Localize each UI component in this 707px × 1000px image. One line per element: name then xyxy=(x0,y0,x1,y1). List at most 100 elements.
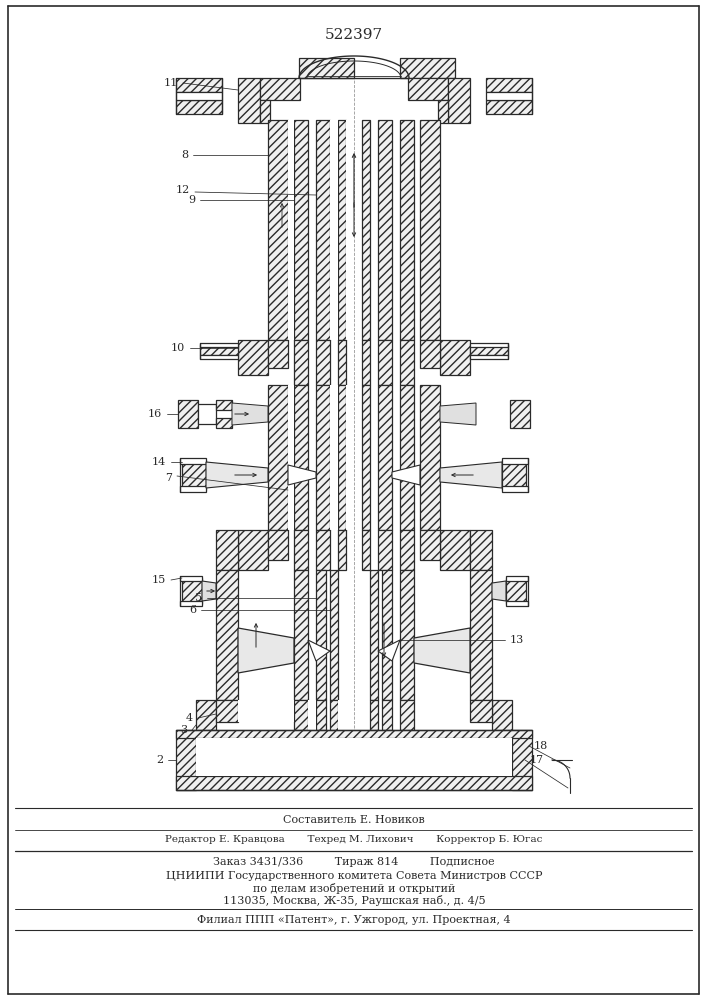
Bar xyxy=(338,530,346,570)
Bar xyxy=(470,570,492,700)
Bar xyxy=(510,400,530,428)
Polygon shape xyxy=(392,465,420,485)
Bar xyxy=(238,78,260,123)
Text: Филиал ППП «Патент», г. Ужгород, ул. Проектная, 4: Филиал ППП «Патент», г. Ужгород, ул. Про… xyxy=(197,915,511,925)
Bar xyxy=(486,92,532,100)
Bar xyxy=(260,78,300,100)
Bar xyxy=(470,700,492,722)
Bar xyxy=(216,400,232,410)
Bar xyxy=(180,486,206,492)
Bar xyxy=(316,570,326,700)
Bar xyxy=(196,700,216,730)
Bar xyxy=(268,120,288,340)
Bar xyxy=(200,345,238,355)
Bar xyxy=(502,458,528,464)
Text: 8: 8 xyxy=(181,150,188,160)
Bar xyxy=(238,340,268,375)
Bar xyxy=(316,340,330,385)
Bar xyxy=(400,58,455,78)
Text: 4: 4 xyxy=(186,713,193,723)
Bar xyxy=(382,700,392,730)
Bar xyxy=(420,340,440,368)
Bar xyxy=(382,570,392,700)
Bar xyxy=(316,700,326,730)
Bar xyxy=(176,78,222,92)
Bar xyxy=(346,120,354,340)
Bar xyxy=(216,570,238,700)
Bar xyxy=(299,58,354,78)
Bar xyxy=(216,530,238,570)
Bar xyxy=(486,100,532,114)
Text: 18: 18 xyxy=(534,741,548,751)
Bar xyxy=(316,385,330,530)
Text: 17: 17 xyxy=(530,755,544,765)
Bar xyxy=(216,418,232,428)
Polygon shape xyxy=(414,628,470,673)
Bar xyxy=(378,120,392,340)
Polygon shape xyxy=(492,581,506,601)
Bar xyxy=(330,570,338,700)
Bar xyxy=(176,100,222,114)
Bar xyxy=(400,570,414,700)
Text: 2: 2 xyxy=(156,755,163,765)
Bar xyxy=(346,385,354,530)
Bar xyxy=(502,460,526,490)
Bar xyxy=(512,730,532,790)
Bar xyxy=(216,700,238,722)
Bar xyxy=(200,343,238,347)
Bar xyxy=(338,570,354,700)
Bar xyxy=(180,576,202,581)
Bar xyxy=(470,343,508,347)
Text: 13: 13 xyxy=(510,635,525,645)
Bar xyxy=(420,120,440,340)
Bar xyxy=(196,738,512,776)
Bar xyxy=(400,530,414,570)
Bar xyxy=(294,700,308,730)
Text: 10: 10 xyxy=(171,343,185,353)
Bar xyxy=(308,570,316,700)
Bar xyxy=(238,530,268,570)
Bar xyxy=(316,120,330,340)
Bar xyxy=(294,120,308,340)
Bar xyxy=(362,120,370,340)
Polygon shape xyxy=(238,628,294,673)
Polygon shape xyxy=(308,640,330,661)
Bar xyxy=(200,355,238,359)
Bar xyxy=(268,385,288,530)
Text: 5: 5 xyxy=(195,593,202,603)
Bar xyxy=(294,570,308,700)
Text: по делам изобретений и открытий: по делам изобретений и открытий xyxy=(253,882,455,894)
Text: Заказ 3431/336         Тираж 814         Подписное: Заказ 3431/336 Тираж 814 Подписное xyxy=(214,857,495,867)
Bar xyxy=(180,601,202,606)
Bar xyxy=(448,78,470,123)
Bar xyxy=(182,578,202,604)
Bar xyxy=(176,92,222,100)
Bar xyxy=(370,570,378,700)
Bar xyxy=(506,578,526,604)
Bar xyxy=(470,345,508,355)
Text: 12: 12 xyxy=(176,185,190,195)
Polygon shape xyxy=(206,462,268,488)
Bar xyxy=(408,78,448,100)
Bar xyxy=(440,530,470,570)
Bar xyxy=(338,385,346,530)
Polygon shape xyxy=(440,462,502,488)
Text: 3: 3 xyxy=(180,725,187,735)
Bar xyxy=(180,458,206,464)
Bar xyxy=(198,404,216,424)
Polygon shape xyxy=(440,403,476,425)
Bar xyxy=(316,530,330,570)
Text: 15: 15 xyxy=(152,575,166,585)
Bar xyxy=(330,740,338,745)
Bar xyxy=(178,400,198,428)
Bar xyxy=(330,120,338,340)
Bar xyxy=(260,100,270,123)
Text: 7: 7 xyxy=(165,473,172,483)
Text: Составитель Е. Новиков: Составитель Е. Новиков xyxy=(283,815,425,825)
Text: ЦНИИПИ Государственного комитета Совета Министров СССР: ЦНИИПИ Государственного комитета Совета … xyxy=(165,871,542,881)
Bar xyxy=(182,460,206,490)
Bar xyxy=(502,486,528,492)
Bar xyxy=(378,385,392,530)
Bar xyxy=(268,530,288,560)
Bar xyxy=(362,385,370,530)
